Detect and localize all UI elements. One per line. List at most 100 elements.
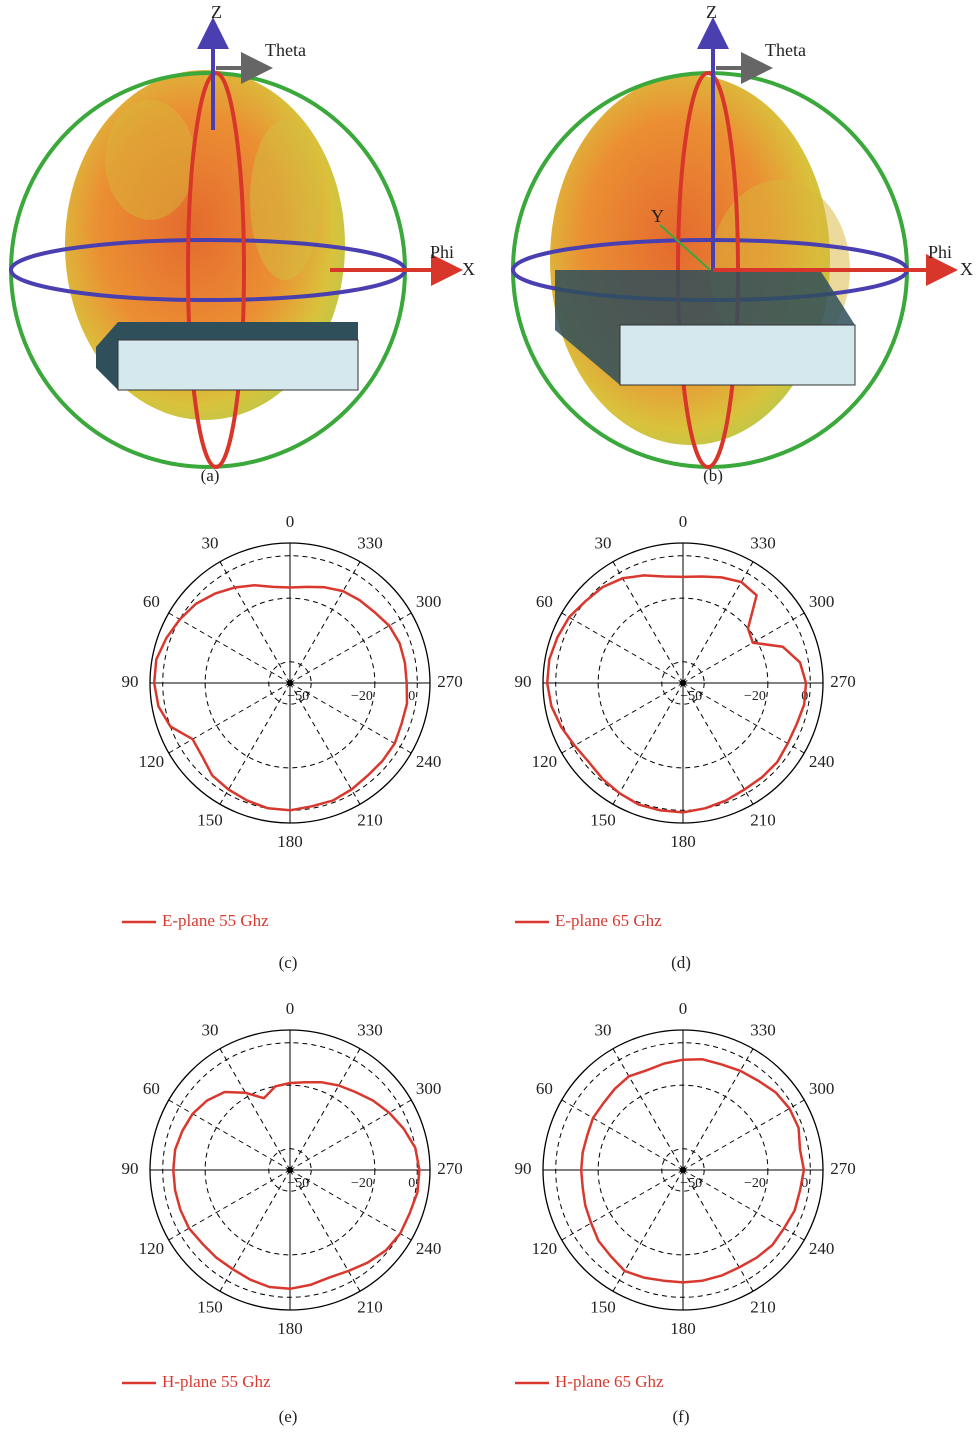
angle-tick-label: 210 <box>750 1297 776 1316</box>
axis-label: Phi <box>430 242 454 262</box>
angle-tick-label: 180 <box>277 1319 303 1338</box>
caption: (e) <box>279 1407 298 1426</box>
substrate <box>620 325 855 385</box>
angle-tick-label: 330 <box>357 1020 383 1039</box>
spoke <box>169 1100 290 1170</box>
spoke <box>290 1100 411 1170</box>
angle-tick-label: 0 <box>679 512 688 531</box>
angle-tick-label: 330 <box>357 533 383 552</box>
angle-tick-label: 30 <box>202 1020 219 1039</box>
spoke <box>683 562 753 683</box>
angle-tick-label: 120 <box>139 1239 165 1258</box>
angle-tick-label: 30 <box>595 1020 612 1039</box>
angle-tick-label: 330 <box>750 533 776 552</box>
angle-tick-label: 300 <box>416 1079 442 1098</box>
axis-label: Theta <box>765 40 806 60</box>
angle-tick-label: 210 <box>357 1297 383 1316</box>
r-tick-label: −50 <box>680 1176 702 1191</box>
angle-tick-label: 330 <box>750 1020 776 1039</box>
axis-label: Z <box>211 2 222 22</box>
legend-label: H-plane 55 Ghz <box>162 1372 271 1391</box>
angle-tick-label: 0 <box>286 999 295 1018</box>
angle-tick-label: 240 <box>809 1239 835 1258</box>
center-dot <box>680 680 686 686</box>
angle-tick-label: 240 <box>809 752 835 771</box>
angle-tick-label: 0 <box>679 999 688 1018</box>
angle-tick-label: 180 <box>277 832 303 851</box>
angle-tick-label: 60 <box>536 592 553 611</box>
angle-tick-label: 270 <box>437 672 463 691</box>
angle-tick-label: 30 <box>595 533 612 552</box>
angle-tick-label: 270 <box>830 1159 856 1178</box>
axis-label: Phi <box>928 242 952 262</box>
axis-label: Theta <box>265 40 306 60</box>
render-b: Z Theta Phi X Y (b) <box>513 2 973 485</box>
spoke <box>290 1049 360 1170</box>
angle-tick-label: 240 <box>416 1239 442 1258</box>
angle-tick-label: 300 <box>809 592 835 611</box>
r-tick-label: −20 <box>744 1176 766 1191</box>
legend-label: H-plane 65 Ghz <box>555 1372 664 1391</box>
r-tick-label: −50 <box>287 689 309 704</box>
spoke <box>169 613 290 683</box>
caption: (a) <box>201 466 220 485</box>
figure: Z Theta Phi X (a) Z Theta Phi X Y (b) −5… <box>0 0 977 1435</box>
spoke <box>290 613 411 683</box>
angle-tick-label: 90 <box>515 1159 532 1178</box>
angle-tick-label: 120 <box>532 1239 558 1258</box>
angle-tick-label: 0 <box>286 512 295 531</box>
angle-tick-label: 90 <box>515 672 532 691</box>
axis-label: Y <box>651 206 664 226</box>
angle-tick-label: 240 <box>416 752 442 771</box>
caption: (d) <box>671 953 691 972</box>
legend-label: E-plane 65 Ghz <box>555 911 662 930</box>
axis-label: X <box>960 259 973 279</box>
legend-label: E-plane 55 Ghz <box>162 911 269 930</box>
angle-tick-label: 270 <box>437 1159 463 1178</box>
angle-tick-label: 210 <box>357 810 383 829</box>
spoke <box>683 1049 753 1170</box>
r-tick-label: −50 <box>287 1176 309 1191</box>
angle-tick-label: 180 <box>670 832 696 851</box>
substrate <box>118 340 358 390</box>
angle-tick-label: 180 <box>670 1319 696 1338</box>
angle-tick-label: 150 <box>590 1297 616 1316</box>
angle-tick-label: 90 <box>122 672 139 691</box>
pattern-shade <box>250 120 320 280</box>
angle-tick-label: 60 <box>536 1079 553 1098</box>
angle-tick-label: 270 <box>830 672 856 691</box>
r-tick-label: −20 <box>744 689 766 704</box>
axis-label: Z <box>706 2 717 22</box>
angle-tick-label: 90 <box>122 1159 139 1178</box>
angle-tick-label: 150 <box>197 1297 223 1316</box>
angle-tick-label: 210 <box>750 810 776 829</box>
r-tick-label: −50 <box>680 689 702 704</box>
angle-tick-label: 120 <box>532 752 558 771</box>
pattern-curve <box>581 1059 804 1282</box>
caption: (b) <box>703 466 723 485</box>
angle-tick-label: 60 <box>143 592 160 611</box>
spoke <box>683 1100 804 1170</box>
spoke <box>290 562 360 683</box>
angle-tick-label: 300 <box>809 1079 835 1098</box>
spoke <box>562 1100 683 1170</box>
caption: (c) <box>279 953 298 972</box>
center-dot <box>287 1167 293 1173</box>
angle-tick-label: 30 <box>202 533 219 552</box>
center-dot <box>287 680 293 686</box>
r-tick-label: −20 <box>351 1176 373 1191</box>
pattern-shade <box>105 100 195 220</box>
angle-tick-label: 120 <box>139 752 165 771</box>
r-tick-label: −20 <box>351 689 373 704</box>
render-a: Z Theta Phi X (a) <box>11 2 475 485</box>
angle-tick-label: 60 <box>143 1079 160 1098</box>
center-dot <box>680 1167 686 1173</box>
spoke <box>562 613 683 683</box>
spoke <box>683 613 804 683</box>
angle-tick-label: 150 <box>197 810 223 829</box>
caption: (f) <box>673 1407 690 1426</box>
axis-label: X <box>462 259 475 279</box>
angle-tick-label: 150 <box>590 810 616 829</box>
r-tick-label: 0 <box>408 1176 415 1191</box>
r-tick-label: 0 <box>408 689 415 704</box>
